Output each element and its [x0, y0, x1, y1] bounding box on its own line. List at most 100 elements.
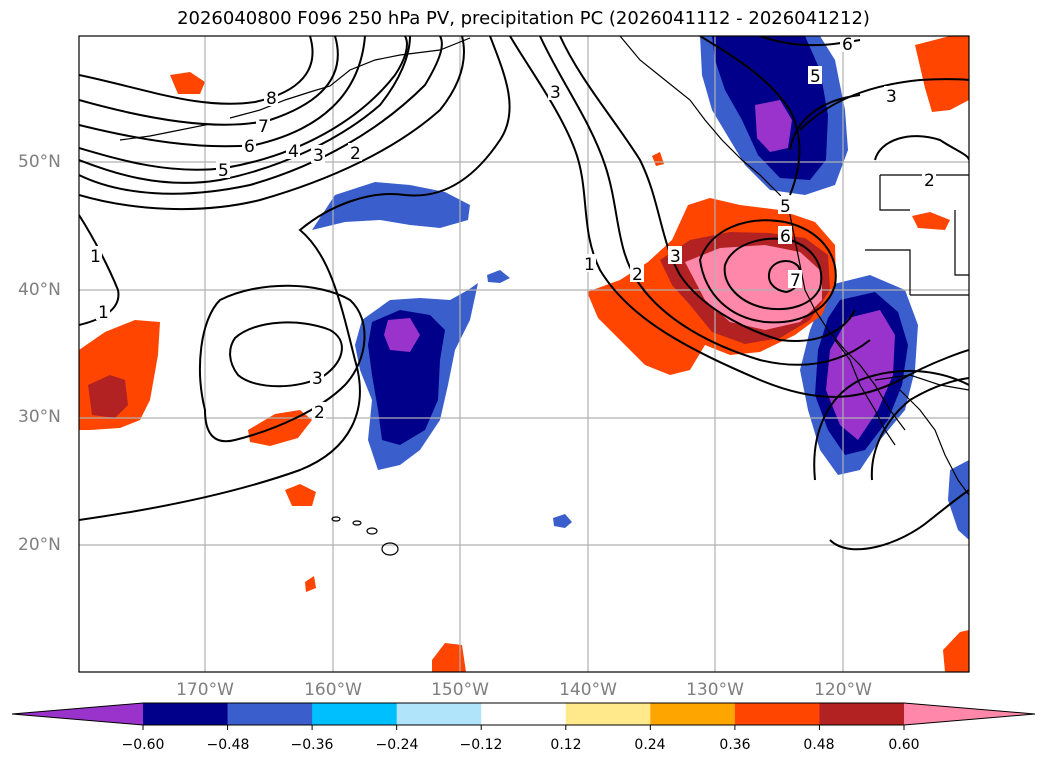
- coast-mexico: [899, 389, 969, 496]
- lon-label-160w: 160°W: [304, 680, 362, 700]
- colorbar: [11, 702, 1036, 730]
- contour-5-ne: [699, 36, 801, 196]
- coast-panhandle: [619, 36, 791, 216]
- contour-label: 2: [350, 144, 361, 164]
- lon-label-120w: 120°W: [814, 680, 872, 700]
- contour-6-ring: [723, 237, 823, 311]
- contour-label: 3: [312, 369, 323, 389]
- contour-3-east: [559, 36, 856, 342]
- contour-label: 6: [780, 227, 791, 247]
- shade-blue-small1: [487, 270, 510, 283]
- colorbar-segment: [819, 703, 905, 725]
- contour-3a: [79, 36, 443, 195]
- state-line-4: [954, 210, 969, 276]
- contour-1-se: [813, 370, 969, 481]
- contour-label: 6: [244, 137, 255, 157]
- shade-red-west: [88, 375, 128, 418]
- shade-blue-small2: [553, 514, 572, 528]
- colorbar-tick-label: −0.12: [459, 737, 503, 753]
- contour-3-low: [229, 321, 343, 388]
- contour-label: 6: [842, 35, 853, 55]
- contour-label: 7: [790, 271, 801, 291]
- colorbar-extend-left: [12, 703, 143, 725]
- shade-orange-alaska: [170, 72, 205, 94]
- contour-label: 5: [218, 161, 229, 181]
- colorbar-tick-label: 0.24: [634, 737, 666, 753]
- contour-label: 7: [258, 117, 269, 137]
- contour-label: 1: [90, 247, 101, 267]
- contour-5-ring: [698, 219, 837, 324]
- colorbar-tick-label: 0.36: [719, 737, 751, 753]
- colorbar-segment: [143, 703, 229, 725]
- colorbar-segment: [481, 703, 567, 725]
- contour-2-ne: [874, 135, 969, 161]
- shade-orange-ne: [915, 36, 969, 112]
- colorbar-segment: [396, 703, 482, 725]
- contour-3-ne: [799, 78, 969, 131]
- state-line-1: [879, 175, 910, 211]
- contour-labels: 8 7 6 5 4 3 2 1 3 2 3 1 2 3 5 6 7 6 5 3 …: [88, 35, 936, 423]
- state-line-2: [865, 249, 911, 295]
- contour-2-se: [870, 377, 969, 481]
- contour-3-ne2: [789, 94, 861, 151]
- shade-blue-mex: [948, 460, 969, 540]
- contour-2-low: [199, 284, 366, 443]
- shade-orange-hawaii: [285, 484, 316, 506]
- colorbar-tick-label: −0.48: [206, 737, 250, 753]
- shade-purple-north: [755, 100, 792, 152]
- coast-baja: [834, 339, 896, 446]
- colorbar-tick-label: −0.36: [290, 737, 334, 753]
- shade-orange-ne2: [912, 212, 950, 230]
- colorbar-segment: [227, 703, 313, 725]
- lon-label-140w: 140°W: [559, 680, 617, 700]
- shade-orange-tiny: [305, 576, 316, 592]
- shade-navy-central: [368, 310, 445, 445]
- colorbar-segment: [565, 703, 651, 725]
- colorbar-tick-label: −0.24: [375, 737, 419, 753]
- lon-label-170w: 170°W: [176, 680, 234, 700]
- map-frame: [78, 35, 970, 673]
- contour-label: 2: [314, 403, 325, 423]
- us-mexico-border: [874, 374, 969, 391]
- colorbar-extend-right: [904, 703, 1035, 725]
- shade-purple-central: [384, 318, 420, 352]
- contour-label: 2: [924, 171, 935, 191]
- colorbar-tick-label: 0.48: [803, 737, 835, 753]
- shade-orange-se: [943, 630, 969, 672]
- coast-westcoast: [789, 214, 906, 431]
- contour-label: 3: [886, 87, 897, 107]
- lat-label-30n: 30°N: [18, 407, 61, 427]
- lon-label-130w: 130°W: [686, 680, 744, 700]
- hawaii-islands: [331, 516, 399, 556]
- contour-1-big: [79, 36, 511, 521]
- contour-label: 5: [810, 67, 821, 87]
- lon-label-150w: 150°W: [431, 680, 489, 700]
- contour-2-east: [539, 36, 871, 366]
- pv-contours: [79, 36, 969, 551]
- colorbar-tick-label: −0.60: [121, 737, 165, 753]
- shade-orange-south: [432, 643, 466, 672]
- contour-label: 1: [584, 255, 595, 275]
- colorbar-tick-label: 0.12: [550, 737, 582, 753]
- contour-label: 2: [632, 265, 643, 285]
- contour-1-east: [509, 36, 969, 398]
- lat-label-20n: 20°N: [18, 535, 61, 555]
- contour-8: [79, 36, 314, 105]
- colorbar-segment: [650, 703, 736, 725]
- contour-label: 8: [266, 89, 277, 109]
- contour-label: 4: [288, 142, 299, 162]
- contour-2a: [79, 36, 465, 211]
- contour-4: [79, 36, 411, 184]
- contour-label: 3: [313, 146, 324, 166]
- colorbar-segment: [734, 703, 820, 725]
- contour-label: 3: [550, 83, 561, 103]
- colorbar-segment: [312, 703, 398, 725]
- contour-label: 1: [98, 303, 109, 323]
- lat-label-40n: 40°N: [18, 280, 61, 300]
- lat-label-50n: 50°N: [18, 152, 61, 172]
- colorbar-tick-label: 0.60: [888, 737, 920, 753]
- contour-label: 5: [780, 197, 791, 217]
- contour-1-far-se: [829, 489, 969, 551]
- contour-label: 3: [670, 247, 681, 267]
